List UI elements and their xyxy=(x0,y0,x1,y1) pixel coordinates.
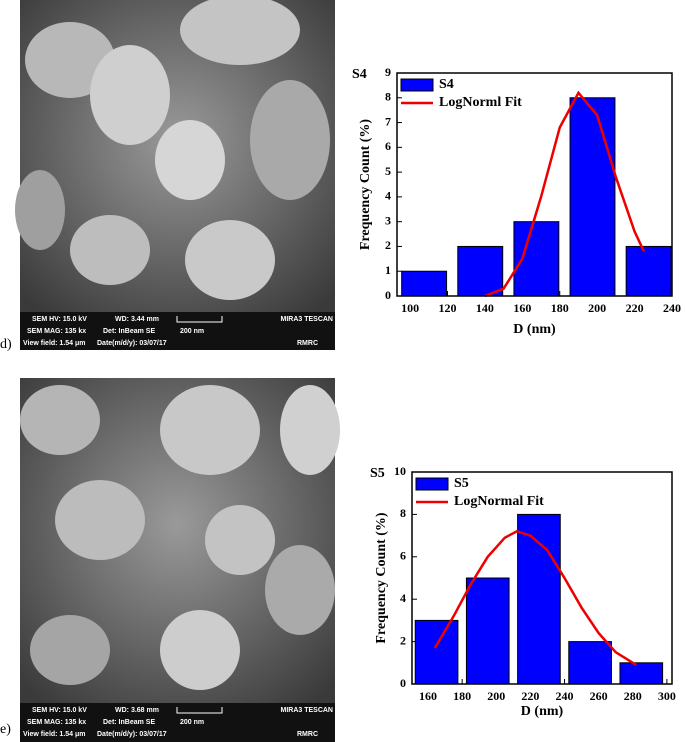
sem-info: View field: 1.54 μm xyxy=(23,731,86,738)
legend-label: LogNorml Fit xyxy=(439,95,522,110)
sem-info: RMRC xyxy=(297,731,318,738)
sem-image xyxy=(20,378,340,742)
x-tick-label: 160 xyxy=(513,301,531,315)
bar xyxy=(401,270,448,297)
plot-frame xyxy=(396,72,673,297)
bar xyxy=(513,221,560,297)
bar xyxy=(625,245,672,297)
y-tick-label: 0 xyxy=(400,676,406,690)
bar xyxy=(414,619,459,685)
x-tick-label: 220 xyxy=(626,301,644,315)
sem-info: 200 nm xyxy=(180,719,204,726)
sem-info: View field: 1.54 μm xyxy=(23,340,86,347)
x-tick-label: 280 xyxy=(624,689,642,703)
sem-info: Date(m/d/y): 03/07/17 xyxy=(97,340,167,347)
x-tick-label: 100 xyxy=(401,301,419,315)
y-tick-label: 8 xyxy=(400,506,406,520)
chart-title: S5 xyxy=(370,466,385,481)
bar xyxy=(569,97,616,297)
x-axis-label: D (nm) xyxy=(521,704,564,719)
legend-label: LogNormal Fit xyxy=(454,494,544,509)
legend-label: S4 xyxy=(439,77,454,92)
x-tick-label: 200 xyxy=(588,301,606,315)
y-tick-label: 6 xyxy=(385,139,391,153)
fit-line xyxy=(433,530,637,666)
y-tick-label: 1 xyxy=(385,263,391,277)
plot-frame xyxy=(411,471,673,685)
sem-info: WD: 3.68 mm xyxy=(115,707,159,714)
panel-label: d) xyxy=(0,337,12,352)
y-tick-label: 8 xyxy=(385,90,391,104)
y-tick-label: 5 xyxy=(385,164,391,178)
sem-info: MIRA3 TESCAN xyxy=(280,707,333,714)
x-tick-label: 240 xyxy=(663,301,681,315)
sem-info: Date(m/d/y): 03/07/17 xyxy=(97,731,167,738)
bar xyxy=(619,662,664,685)
x-tick-label: 140 xyxy=(476,301,494,315)
x-tick-label: 120 xyxy=(439,301,457,315)
y-axis-label: Frequency Count (%) xyxy=(374,512,389,644)
y-tick-label: 4 xyxy=(400,591,406,605)
y-tick-label: 3 xyxy=(385,213,391,227)
sem-info: SEM MAG: 135 kx xyxy=(27,328,86,335)
x-tick-label: 220 xyxy=(521,689,539,703)
scale-bar xyxy=(176,707,223,714)
fit-line xyxy=(484,90,646,298)
y-tick-label: 10 xyxy=(394,464,406,478)
y-tick-label: 0 xyxy=(385,288,391,302)
sem-info: 200 nm xyxy=(180,328,204,335)
legend-label: S5 xyxy=(454,476,469,491)
bar xyxy=(465,577,510,685)
y-tick-label: 9 xyxy=(385,65,391,79)
y-tick-label: 2 xyxy=(400,633,406,647)
sem-info: WD: 3.44 mm xyxy=(115,316,159,323)
x-tick-label: 180 xyxy=(551,301,569,315)
y-tick-label: 2 xyxy=(385,238,391,252)
sem-info: SEM HV: 15.0 kV xyxy=(32,316,87,323)
x-tick-label: 300 xyxy=(658,689,676,703)
x-tick-label: 160 xyxy=(419,689,437,703)
panel-label: e) xyxy=(0,722,11,737)
y-tick-label: 6 xyxy=(400,549,406,563)
sem-info: Det: InBeam SE xyxy=(103,719,155,726)
sem-image xyxy=(15,0,335,350)
bar xyxy=(568,641,612,685)
sem-info: Det: InBeam SE xyxy=(103,328,155,335)
x-tick-label: 180 xyxy=(453,689,471,703)
y-tick-label: 4 xyxy=(385,189,391,203)
x-tick-label: 240 xyxy=(556,689,574,703)
sem-info: RMRC xyxy=(297,340,318,347)
x-tick-label: 200 xyxy=(487,689,505,703)
legend-swatch xyxy=(400,78,434,92)
y-axis-label: Frequency Count (%) xyxy=(358,119,373,251)
x-axis-label: D (nm) xyxy=(513,322,556,337)
scale-bar xyxy=(176,316,223,323)
y-tick-label: 7 xyxy=(385,114,391,128)
sem-info: SEM MAG: 135 kx xyxy=(27,719,86,726)
chart-title: S4 xyxy=(352,67,367,82)
bar xyxy=(517,513,561,685)
x-tick-label: 260 xyxy=(590,689,608,703)
sem-info: SEM HV: 15.0 kV xyxy=(32,707,87,714)
legend-swatch xyxy=(415,477,449,491)
bar xyxy=(457,245,504,297)
sem-info: MIRA3 TESCAN xyxy=(280,316,333,323)
